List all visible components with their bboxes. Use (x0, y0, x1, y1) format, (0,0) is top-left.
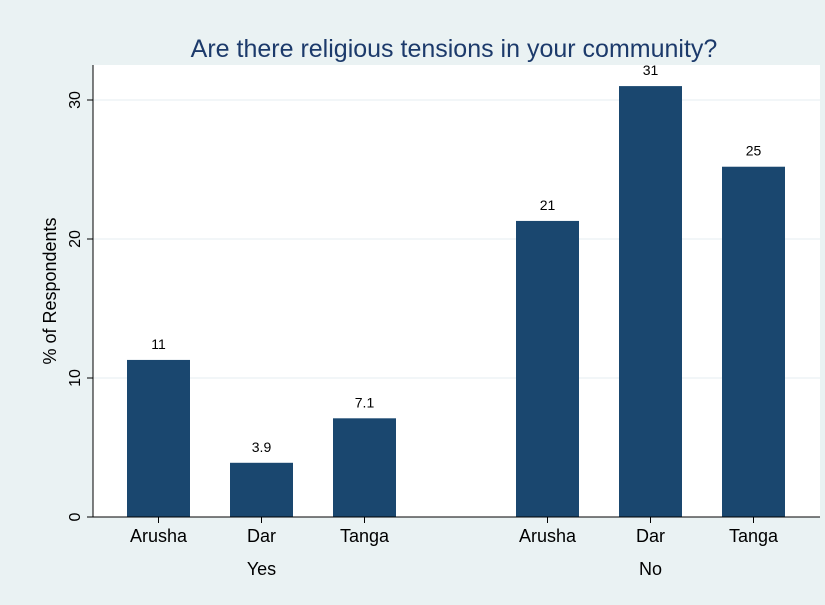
bar-yes-arusha (127, 359, 190, 517)
y-tick-label: 20 (67, 230, 84, 248)
bar-chart: Are there religious tensions in your com… (40, 35, 820, 579)
data-label: 31 (643, 62, 659, 78)
data-labels: 11 3.9 7.1 21 31 25 (151, 62, 761, 455)
data-label: 25 (746, 143, 762, 159)
data-label: 3.9 (252, 439, 272, 455)
bar-no-dar (619, 86, 682, 517)
x-category-label: Dar (247, 526, 276, 546)
group-label-yes: Yes (247, 559, 276, 579)
y-axis-label: % of Respondents (40, 217, 60, 364)
data-label: 11 (151, 336, 166, 352)
x-category-label: Dar (636, 526, 665, 546)
y-tick-label: 0 (67, 512, 84, 521)
bar-no-tanga (722, 166, 785, 517)
axes: 0 10 20 30 Arusha Dar Tanga Yes Arusha Dar Tanga No (67, 65, 820, 579)
x-category-label: Arusha (519, 526, 577, 546)
group-label-no: No (639, 559, 662, 579)
chart-title: Are there religious tensions in your com… (191, 35, 718, 63)
y-tick-label: 10 (67, 369, 84, 387)
x-category-label: Arusha (130, 526, 188, 546)
x-category-label: Tanga (340, 526, 390, 546)
bar-no-arusha (516, 220, 579, 517)
y-tick-label: 30 (67, 91, 84, 109)
plot-area (93, 65, 820, 517)
x-category-label: Tanga (729, 526, 779, 546)
bars (127, 86, 785, 517)
bar-yes-tanga (333, 418, 396, 517)
bar-yes-dar (230, 462, 293, 517)
chart-frame: Are there religious tensions in your com… (4, 3, 820, 600)
data-label: 21 (540, 197, 556, 213)
data-label: 7.1 (355, 394, 375, 410)
grid-lines (93, 99, 820, 379)
